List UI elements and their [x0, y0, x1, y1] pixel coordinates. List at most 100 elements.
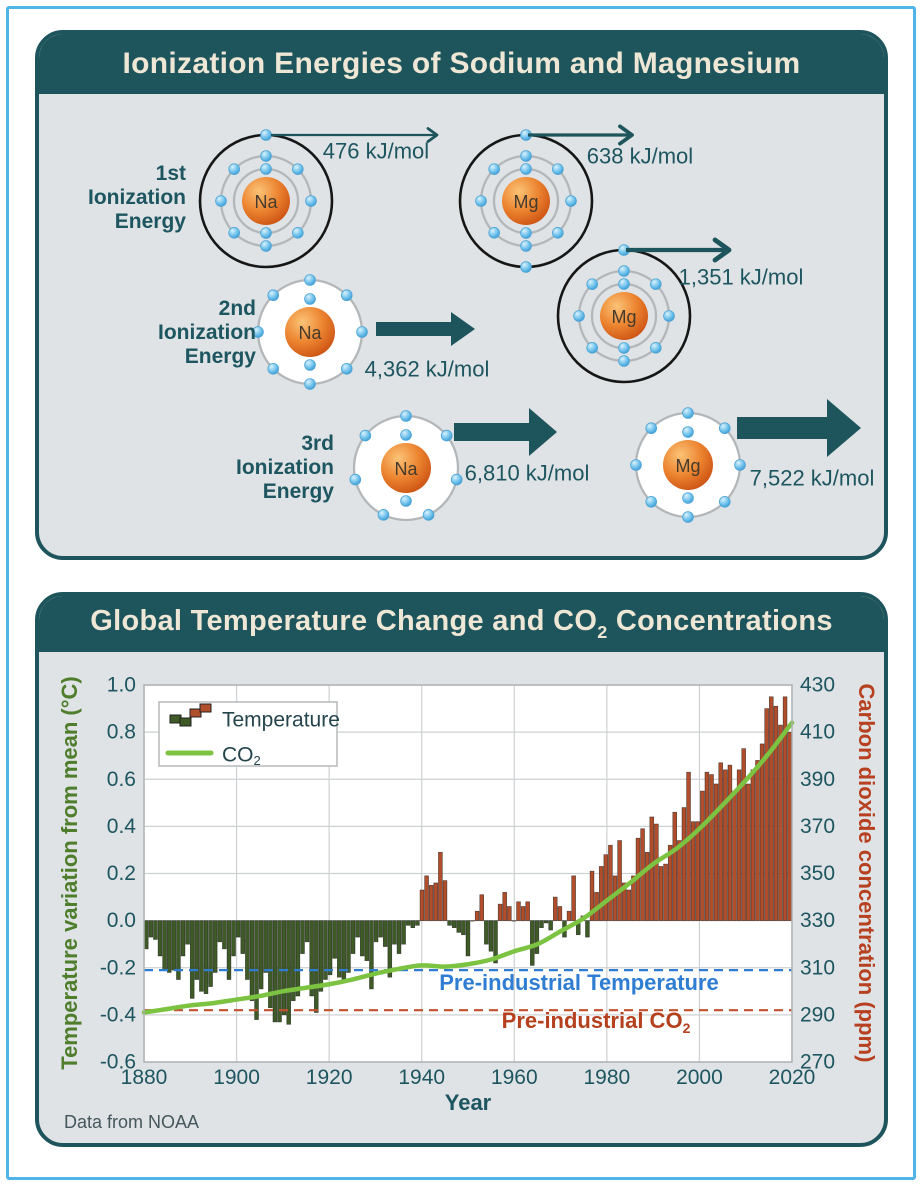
arrow-solid: [737, 399, 861, 457]
temperature-bar: [401, 920, 406, 945]
temperature-bar: [203, 920, 209, 994]
temperature-bar: [249, 920, 255, 1002]
temperature-bar: [484, 920, 489, 945]
temperature-bar: [419, 889, 425, 921]
electron: [618, 355, 630, 367]
temperature-bar: [258, 920, 264, 990]
temperature-bar: [493, 920, 498, 964]
temperature-bar: [617, 840, 622, 921]
element-symbol: Mg: [513, 192, 538, 212]
energy-label-mg-3rd: 7,522 kJ/mol: [750, 466, 875, 491]
left-tick-label: 1.0: [107, 674, 136, 697]
temperature-bar: [378, 920, 383, 938]
left-tick-label: 0.8: [107, 721, 136, 744]
electron: [475, 195, 487, 207]
electron: [650, 342, 662, 354]
electron: [618, 278, 630, 290]
temperature-bar: [286, 920, 291, 1025]
temperature-bar: [300, 920, 305, 954]
temperature-bar: [543, 920, 549, 924]
right-tick-label: 390: [800, 768, 835, 791]
electron: [440, 429, 453, 442]
temperature-bar: [507, 906, 512, 921]
temperature-bar: [465, 920, 471, 957]
temperature-bar: [525, 901, 530, 921]
electron: [304, 359, 316, 371]
temperature-bar: [644, 851, 650, 921]
temperature-bar: [281, 920, 287, 1016]
electron: [682, 407, 694, 419]
temperature-bar: [603, 854, 609, 921]
temperature-bar: [534, 920, 540, 954]
nucleus: [381, 443, 431, 493]
electron: [304, 293, 316, 305]
arrow-head: [712, 237, 732, 263]
temperature-bar: [681, 807, 687, 921]
temperature-bar: [438, 851, 443, 921]
ionization-panel-header: Ionization Energies of Sodium and Magnes…: [39, 34, 884, 94]
electron: [400, 410, 412, 422]
row-label-1: 1st Ionization Energy: [88, 162, 186, 233]
ionization-arrow-na-3rd: [454, 408, 557, 456]
x-tick-label: 1940: [398, 1066, 445, 1089]
temperature-bar: [470, 920, 475, 922]
temperature-bar: [571, 875, 576, 921]
temperature-bar: [695, 821, 700, 921]
temperature-bar: [658, 866, 664, 921]
electron: [618, 342, 630, 354]
left-tick-label: 0.2: [107, 862, 136, 885]
temperature-bar: [511, 920, 517, 922]
temperature-bar: [732, 790, 737, 921]
temperature-bar: [245, 920, 250, 980]
energy-label-mg-1st: 638 kJ/mol: [587, 144, 693, 169]
electron: [252, 326, 264, 338]
temperature-legend-icon: [199, 703, 212, 713]
electron: [650, 278, 662, 290]
climate-panel-header: Global Temperature Change and CO2 Concen…: [39, 596, 884, 652]
right-tick-label: 310: [800, 956, 835, 979]
temperature-bar: [764, 708, 769, 921]
temperature-bar: [295, 920, 301, 997]
temperature-bar: [382, 920, 388, 947]
temperature-legend-icon: [169, 714, 182, 724]
temperature-bar: [235, 920, 241, 938]
temperature-bar: [773, 705, 779, 921]
temperature-bar: [304, 920, 310, 943]
temperature-bar: [686, 771, 691, 921]
temperature-bar: [787, 731, 792, 921]
title-base: Global Temperature Change and CO: [90, 604, 598, 637]
temperature-bar: [277, 920, 282, 1023]
energy-label-na-2nd: 4,362 kJ/mol: [365, 357, 490, 382]
temperature-bar: [217, 920, 223, 943]
electron: [645, 422, 658, 435]
electron: [356, 326, 368, 338]
ionization-panel-title: Ionization Energies of Sodium and Magnes…: [122, 47, 801, 80]
temperature-bar: [667, 844, 673, 921]
right-tick-label: 290: [800, 1003, 835, 1026]
temperature-bar: [451, 920, 457, 928]
source-note: Data from NOAA: [64, 1112, 199, 1132]
temperature-bar: [718, 762, 723, 921]
electron: [267, 362, 280, 375]
temperature-bar: [755, 760, 760, 921]
temperature-bar: [713, 783, 719, 921]
temperature-bar: [442, 880, 448, 921]
electron: [718, 495, 731, 508]
temperature-bar: [157, 920, 163, 957]
temperature-bar: [144, 920, 149, 950]
x-tick-label: 1900: [213, 1066, 260, 1089]
nucleus: [663, 440, 713, 490]
temperature-bar: [663, 863, 668, 921]
arrow-head: [618, 124, 634, 146]
temperature-bar: [539, 920, 544, 928]
energy-label-mg-2nd: 1,351 kJ/mol: [679, 265, 804, 290]
electron: [260, 163, 272, 175]
electron: [682, 492, 694, 504]
x-tick-label: 2000: [676, 1066, 723, 1089]
temperature-bar: [621, 882, 627, 921]
axis-ticks: 1.0 0.8 0.6 0.4 0.2 0.0 -0.2 -0.4 -0.6 430 410 390 3…: [100, 674, 835, 1090]
preindustrial-co2-label: Pre-industrial CO2: [502, 1008, 691, 1036]
electron: [586, 342, 598, 354]
temperature-bar: [392, 920, 397, 945]
